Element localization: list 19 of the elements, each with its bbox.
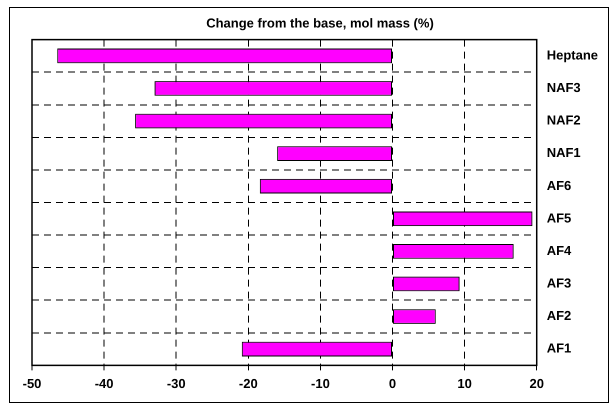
y-tick-label: AF3 (546, 276, 572, 291)
chart-title: Change from the base, mol mass (%) (206, 15, 434, 30)
y-tick-label: NAF2 (546, 112, 581, 128)
x-tick-label: -30 (166, 376, 186, 391)
x-tick-label: 0 (388, 376, 396, 391)
y-tick-label: Heptane (546, 47, 598, 62)
y-tick-label: NAF3 (546, 80, 581, 96)
y-tick-label: AF2 (546, 308, 572, 324)
x-tick-label: 10 (457, 376, 472, 391)
x-tick-label: -10 (311, 376, 330, 391)
y-tick-label: AF6 (546, 178, 572, 193)
x-tick-label: -50 (22, 376, 42, 391)
x-tick-label: 20 (529, 376, 544, 391)
y-tick-label: AF4 (546, 242, 572, 258)
y-tick-label: NAF1 (546, 145, 581, 160)
x-tick-label: -40 (94, 376, 114, 391)
y-tick-label: AF1 (546, 340, 572, 356)
x-tick-label: -20 (238, 376, 258, 391)
y-tick-label: AF5 (546, 210, 572, 226)
